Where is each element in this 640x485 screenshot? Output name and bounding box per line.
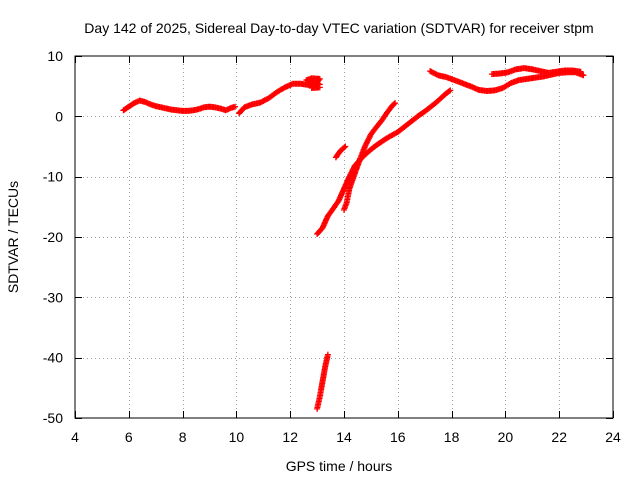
y-tick-label: -20: [43, 229, 63, 245]
data-point-markers: [332, 143, 349, 161]
x-tick-label: 20: [498, 429, 514, 445]
x-tick-label: 10: [229, 429, 245, 445]
x-tick-label: 16: [390, 429, 406, 445]
x-tick-label: 12: [282, 429, 298, 445]
data-point-markers: [341, 100, 399, 213]
y-tick-label: -30: [43, 289, 63, 305]
data-point-markers: [314, 351, 331, 412]
x-axis-title: GPS time / hours: [286, 458, 393, 474]
x-tick-label: 14: [336, 429, 352, 445]
y-tick-label: -40: [43, 350, 63, 366]
series-arc-d: [341, 100, 399, 213]
tick-layer: 4 6 8 10 12 14 16 18 20 22 24 -50 -40 -30 -20 -10 0 10: [43, 48, 621, 445]
data-point-markers: [120, 97, 239, 114]
y-axis-title: SDTVAR / TECUs: [5, 181, 21, 293]
x-tick-label: 24: [605, 429, 621, 445]
data-layer: [120, 65, 587, 412]
grid-layer: [75, 56, 613, 418]
x-tick-label: 22: [551, 429, 567, 445]
data-point-markers: [488, 65, 584, 78]
x-tick-label: 6: [125, 429, 133, 445]
data-point-markers: [236, 75, 323, 117]
y-tick-label: -10: [43, 169, 63, 185]
series-arc-c: [314, 87, 454, 237]
series-arc-f: [314, 351, 331, 412]
data-point-markers: [314, 87, 454, 237]
x-tick-label: 4: [71, 429, 79, 445]
series-arc-h: [488, 65, 584, 78]
series-arc-b: [236, 75, 323, 117]
x-tick-label: 8: [179, 429, 187, 445]
y-tick-label: -50: [43, 410, 63, 426]
x-tick-label: 18: [444, 429, 460, 445]
series-arc-a: [120, 97, 239, 114]
chart-title: Day 142 of 2025, Sidereal Day-to-day VTE…: [84, 20, 593, 36]
y-tick-label: 10: [47, 48, 63, 64]
series-arc-e: [332, 143, 349, 161]
y-tick-label: 0: [55, 108, 63, 124]
